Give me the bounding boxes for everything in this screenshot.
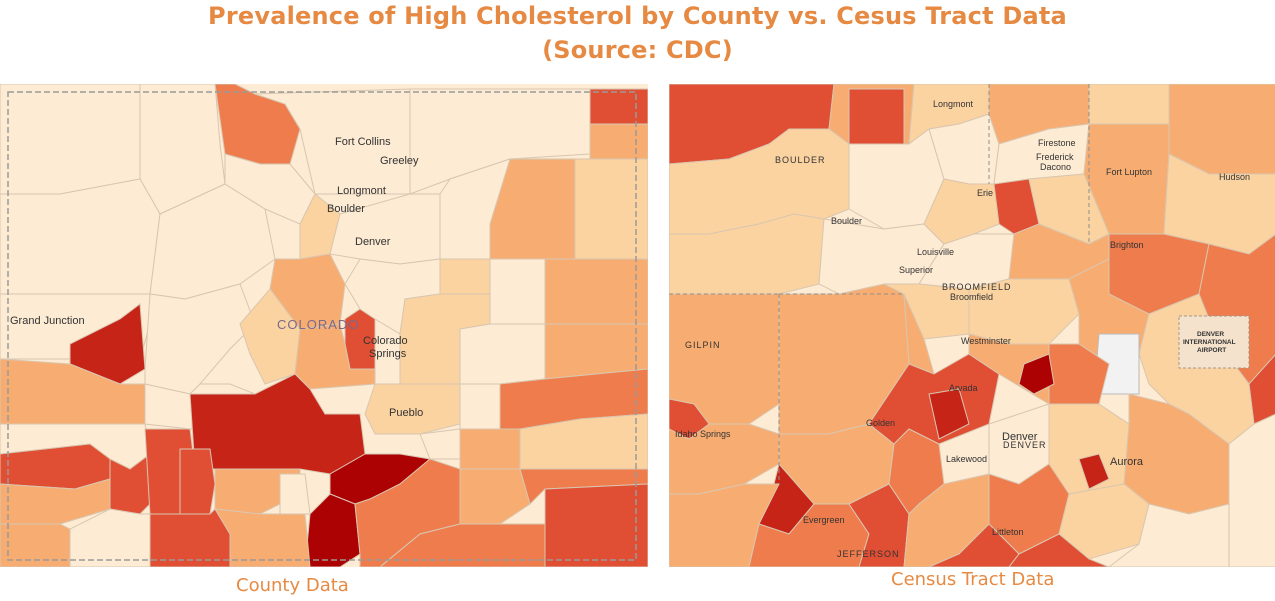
airport-area <box>1178 315 1250 369</box>
airport-label: DENVER <box>1197 331 1224 338</box>
place-label: Louisville <box>917 247 954 257</box>
county-region <box>544 258 648 325</box>
tract-region <box>923 178 1000 245</box>
county-region <box>544 323 648 380</box>
place-label: Idaho Springs <box>675 429 731 439</box>
place-label: Littleton <box>992 527 1024 537</box>
tract-region <box>1108 503 1230 567</box>
census-tract-map-canvas: Longmont BOULDER Boulder Firestone Frede… <box>669 84 1275 567</box>
map-subtitle: (Source: CDC) <box>542 36 733 64</box>
state-label: COLORADO <box>277 317 359 332</box>
county-region <box>574 158 648 260</box>
city-label: Grand Junction <box>10 315 85 327</box>
place-label: Aurora <box>1110 456 1144 468</box>
tract-region <box>1048 343 1110 405</box>
county-region <box>279 473 311 515</box>
tract-region <box>1008 533 1110 567</box>
county-region <box>519 413 648 470</box>
census-tract-map[interactable]: Longmont BOULDER Boulder Firestone Frede… <box>669 84 1275 567</box>
county-map[interactable]: Fort Collins Greeley Longmont Boulder De… <box>0 84 648 567</box>
place-label: Denver <box>1002 431 1038 443</box>
county-region <box>304 493 361 567</box>
census-tract-map-caption: Census Tract Data <box>891 569 1055 590</box>
place-label: Evergreen <box>803 515 845 525</box>
county-region <box>0 523 71 567</box>
place-label: Firestone <box>1038 138 1076 148</box>
county-region <box>459 323 546 385</box>
county-region <box>149 508 231 567</box>
tract-region <box>1018 353 1055 395</box>
county-region <box>589 88 648 125</box>
county-region <box>179 448 216 515</box>
tract-region <box>848 88 905 145</box>
county-region <box>144 283 256 395</box>
county-region <box>489 258 546 325</box>
map-title: Prevalence of High Cholesterol by County… <box>208 2 1067 30</box>
county-region <box>294 323 376 390</box>
state-border <box>7 91 637 561</box>
county-region <box>0 178 161 295</box>
county-region <box>439 258 491 295</box>
place-label: Boulder <box>831 216 862 226</box>
county-label: DENVER <box>1003 440 1047 450</box>
county-map-caption: County Data <box>236 575 349 596</box>
county-region <box>544 483 648 567</box>
place-label: Hudson <box>1219 172 1250 182</box>
place-label: Superior <box>899 265 933 275</box>
place-label: Fort Lupton <box>1106 167 1152 177</box>
place-label: Broomfield <box>950 292 993 302</box>
place-label: Dacono <box>1040 162 1071 172</box>
city-label: Denver <box>355 236 391 248</box>
county-region <box>364 383 461 435</box>
tract-region <box>1078 453 1110 490</box>
city-label: Fort Collins <box>335 136 391 148</box>
county-region <box>419 428 461 460</box>
city-label: Pueblo <box>389 407 423 419</box>
place-label: Brighton <box>1110 240 1144 250</box>
place-label: Erie <box>977 188 993 198</box>
tract-region <box>669 483 780 567</box>
place-label: Golden <box>866 418 895 428</box>
place-label: Arvada <box>949 383 978 393</box>
county-label: GILPIN <box>685 340 721 350</box>
county-label: BOULDER <box>775 155 826 165</box>
county-region <box>459 383 501 430</box>
place-label: Lakewood <box>946 454 987 464</box>
city-label: Springs <box>369 348 407 360</box>
city-label: Boulder <box>327 203 365 215</box>
tract-region <box>669 398 710 440</box>
county-label: BROOMFIELD <box>942 282 1012 292</box>
place-label: Longmont <box>933 99 974 109</box>
place-label: Westminster <box>961 336 1011 346</box>
county-region <box>0 84 141 195</box>
county-map-canvas: Fort Collins Greeley Longmont Boulder De… <box>0 84 648 567</box>
city-label: Longmont <box>337 185 386 197</box>
city-label: Colorado <box>363 335 408 347</box>
county-region <box>589 123 648 160</box>
airport-label: INTERNATIONAL <box>1183 339 1236 346</box>
place-label: Frederick <box>1036 152 1074 162</box>
county-region <box>459 428 521 470</box>
city-label: Greeley <box>380 155 419 167</box>
tract-region <box>1168 84 1275 175</box>
tract-region <box>928 388 970 440</box>
airport-label: AIRPORT <box>1197 347 1226 354</box>
county-label: JEFFERSON <box>837 549 900 559</box>
county-region <box>214 508 311 567</box>
county-region <box>459 468 531 525</box>
tract-region <box>1088 84 1170 125</box>
